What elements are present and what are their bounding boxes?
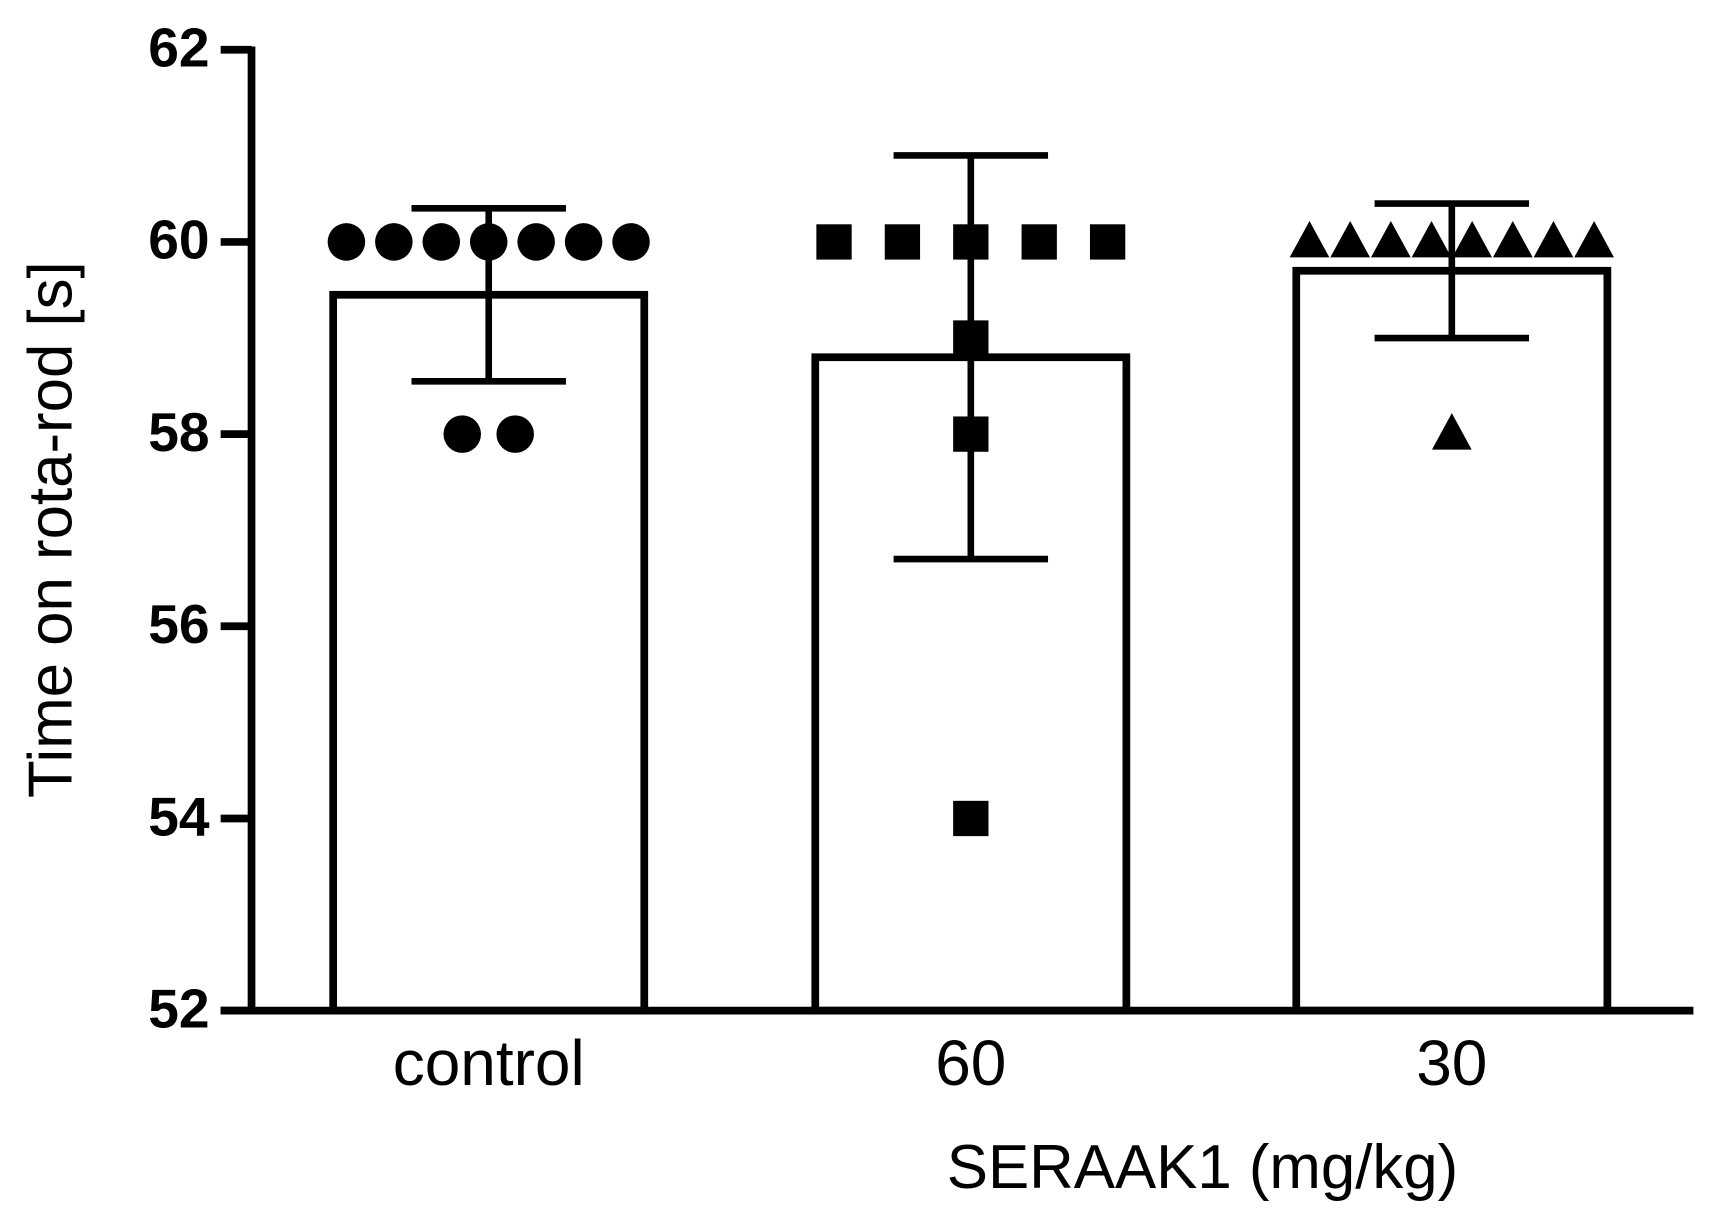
bar [1292,266,1612,1015]
data-point [1431,413,1472,450]
data-point [443,415,481,453]
data-point [1370,220,1411,258]
data-point [1289,220,1330,258]
data-point [564,223,603,261]
data-point [375,223,413,261]
x-tick-label: 60 [935,1027,1006,1099]
data-point [1492,220,1533,258]
error-bar [893,152,1049,563]
y-axis-title: Time on rota-rod [s] [16,261,85,798]
data-point [953,800,989,837]
data-point [816,224,852,260]
y-tick-label: 58 [148,401,209,463]
data-point [1533,220,1574,258]
y-tick-label: 54 [148,785,210,847]
y-tick-label: 56 [148,593,209,655]
data-point [884,224,921,260]
x-tick-label: 30 [1416,1027,1487,1099]
data-point [517,223,555,261]
y-tick-label: 60 [148,209,209,271]
y-tick-label: 52 [148,977,209,1039]
data-point [1452,220,1493,258]
x-tick-label: control [393,1027,585,1099]
data-point [1574,220,1614,258]
bar [329,290,649,1015]
data-point [1089,224,1126,260]
data-point [327,223,366,261]
data-point [1411,220,1452,258]
error-bar [411,204,566,385]
y-tick-label: 62 [148,17,209,79]
error-bar [1374,200,1530,342]
x-axis-title: SERAAK1 (mg/kg) [947,1133,1458,1202]
data-point [1330,220,1371,258]
data-point [1021,224,1057,260]
data-point [496,415,534,453]
data-point [422,223,461,261]
data-point [612,223,650,261]
